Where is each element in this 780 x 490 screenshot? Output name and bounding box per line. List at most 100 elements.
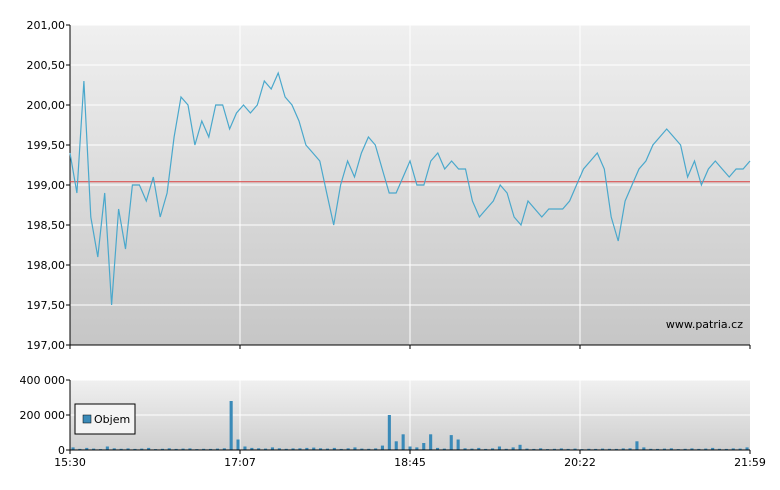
- volume-bar: [167, 448, 171, 451]
- volume-bar: [621, 448, 625, 450]
- volume-bar: [449, 435, 453, 450]
- price-x-axis-ticks: [69, 345, 751, 349]
- volume-bar: [491, 448, 495, 450]
- price-y-tick-label: 199,50: [27, 139, 66, 152]
- volume-bar: [133, 448, 137, 450]
- price-y-tick-label: 199,00: [27, 179, 66, 192]
- volume-bar: [360, 448, 364, 450]
- volume-bar: [649, 448, 653, 450]
- volume-bar: [264, 448, 268, 450]
- volume-bar: [456, 439, 460, 450]
- volume-y-tick-label: 400 000: [20, 374, 66, 387]
- volume-legend[interactable]: Objem: [74, 403, 136, 435]
- volume-bar: [436, 447, 440, 450]
- x-tick-label: 17:07: [224, 456, 256, 469]
- volume-bar: [642, 447, 646, 450]
- volume-bar: [229, 401, 233, 450]
- volume-panel: 0 200 000 400 000 15:30 17:07 18:45 20:22 21:5…: [20, 374, 766, 469]
- volume-bar: [669, 448, 673, 451]
- volume-bar: [711, 447, 715, 450]
- volume-bar: [92, 448, 96, 450]
- volume-bar: [140, 448, 144, 450]
- volume-bar: [607, 448, 611, 450]
- volume-bar: [284, 448, 288, 450]
- price-panel: 197,00 197,50 198,00 198,50 199,00 199,50 200,…: [27, 19, 751, 352]
- volume-bar: [380, 445, 384, 450]
- volume-bar: [325, 448, 329, 450]
- price-y-tick-label: 198,50: [27, 219, 66, 232]
- volume-bar: [401, 434, 405, 451]
- volume-bar: [298, 448, 302, 451]
- volume-bar: [614, 448, 618, 450]
- price-series-line: [69, 71, 751, 306]
- volume-bar: [415, 447, 419, 450]
- volume-y-axis-ticks: 0 200 000 400 000: [20, 374, 70, 457]
- volume-bar: [662, 448, 666, 450]
- volume-bar: [147, 447, 151, 450]
- x-tick-label: 21:59: [734, 456, 766, 469]
- volume-bar: [525, 448, 529, 450]
- volume-bar: [332, 447, 336, 450]
- x-tick-label: 20:22: [564, 456, 596, 469]
- volume-bar: [257, 448, 261, 451]
- volume-bar: [422, 443, 426, 450]
- volume-bar: [587, 448, 591, 450]
- volume-bar: [291, 448, 295, 450]
- volume-bar: [628, 448, 632, 451]
- volume-bar: [270, 447, 274, 450]
- volume-bar: [387, 415, 391, 450]
- price-y-tick-label: 200,50: [27, 59, 66, 72]
- volume-bar: [236, 439, 240, 450]
- volume-bar: [724, 448, 728, 450]
- volume-bar: [367, 448, 371, 450]
- volume-bar: [690, 448, 694, 450]
- volume-bar: [209, 448, 213, 450]
- volume-bar: [339, 448, 343, 450]
- watermark: www.patria.cz: [666, 318, 743, 331]
- volume-bar: [635, 441, 639, 451]
- volume-bar: [573, 448, 577, 450]
- volume-bar: [704, 448, 708, 450]
- price-y-tick-label: 197,00: [27, 339, 66, 352]
- volume-bar: [697, 448, 701, 450]
- volume-bar: [408, 446, 412, 450]
- legend-label: Objem: [94, 413, 130, 426]
- volume-bar: [215, 448, 219, 450]
- volume-bar: [442, 448, 446, 450]
- volume-bar: [78, 448, 82, 450]
- volume-bar: [518, 444, 522, 451]
- volume-bar: [188, 448, 192, 450]
- volume-bar: [112, 448, 116, 451]
- volume-bar: [731, 448, 735, 450]
- volume-bar: [346, 448, 350, 451]
- volume-bar: [683, 448, 687, 450]
- volume-bar: [71, 447, 75, 450]
- volume-bar: [374, 448, 378, 450]
- volume-bar: [394, 441, 398, 451]
- volume-bar: [552, 448, 556, 450]
- volume-bar: [250, 447, 254, 450]
- volume-bar: [470, 448, 474, 450]
- volume-bar: [202, 448, 206, 450]
- volume-bar: [243, 446, 247, 450]
- volume-bar: [477, 447, 481, 450]
- volume-bar: [497, 446, 501, 450]
- volume-bar: [119, 448, 123, 450]
- volume-bar: [319, 448, 323, 451]
- volume-bar: [532, 448, 536, 450]
- volume-y-tick-label: 0: [58, 444, 65, 457]
- price-y-tick-label: 198,00: [27, 259, 66, 272]
- price-y-tick-label: 201,00: [27, 19, 66, 32]
- volume-bar: [305, 447, 309, 450]
- volume-bar: [353, 447, 357, 450]
- volume-bar: [181, 448, 185, 450]
- volume-bar: [222, 448, 226, 451]
- price-grid: [70, 24, 750, 346]
- volume-bar: [484, 448, 488, 450]
- price-y-tick-label: 200,00: [27, 99, 66, 112]
- volume-bar: [511, 447, 515, 450]
- volume-bar: [277, 448, 281, 451]
- volume-bar: [160, 448, 164, 450]
- volume-bar: [745, 447, 749, 450]
